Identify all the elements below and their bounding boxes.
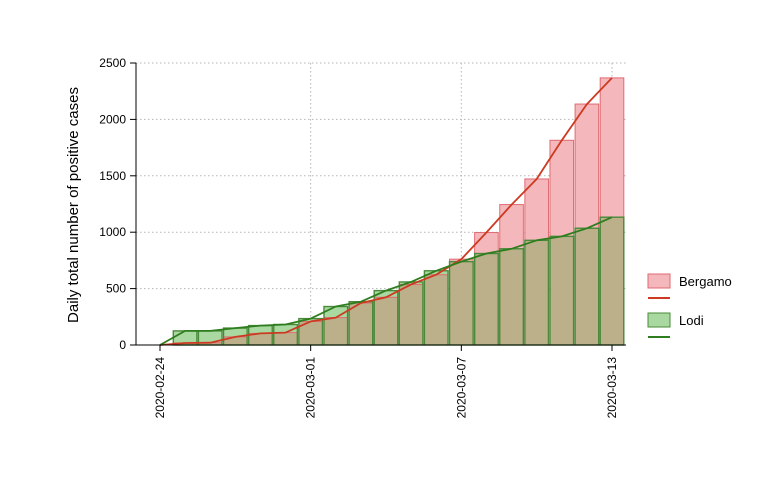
bar-lodi	[374, 290, 398, 298]
y-tick-label: 2500	[99, 56, 126, 70]
legend-swatch-bergamo	[647, 273, 671, 289]
x-tick-label: 2020-02-24	[153, 357, 167, 419]
bar-overlap	[323, 317, 348, 345]
y-axis-title: Daily total number of positive cases	[65, 87, 82, 323]
bar-overlap	[248, 333, 273, 345]
bar-bergamo	[549, 140, 574, 237]
bar-lodi	[273, 324, 298, 333]
y-tick-label: 1000	[99, 225, 126, 239]
y-tick-label: 2000	[99, 112, 126, 126]
bar-bergamo	[449, 259, 474, 262]
bar-lodi	[173, 330, 197, 343]
bar-overlap	[223, 336, 248, 345]
bar-lodi	[298, 318, 323, 322]
axes-layer: 0 500 1000 1500 2000 2500 2020-02-24 2020-03-01…	[99, 56, 626, 418]
y-tick-label: 1500	[99, 169, 126, 183]
bar-overlap	[449, 261, 474, 345]
legend-label-bergamo: Bergamo	[679, 274, 732, 289]
bar-overlap	[549, 236, 574, 345]
bar-overlap	[198, 342, 223, 345]
bar-overlap	[424, 274, 449, 345]
bar-bergamo	[474, 232, 499, 254]
bar-overlap	[173, 342, 197, 345]
bar-bergamo	[600, 77, 624, 218]
bar-overlap	[374, 297, 398, 345]
bar-overlap	[273, 332, 298, 345]
bars-layer	[172, 77, 625, 346]
y-tick-label: 0	[119, 338, 126, 352]
x-tick-label: 2020-03-13	[605, 357, 619, 419]
legend-label-lodi: Lodi	[679, 313, 704, 328]
bar-bergamo	[575, 104, 599, 229]
bar-overlap	[600, 217, 624, 345]
bar-overlap	[298, 321, 323, 345]
bar-lodi	[424, 270, 449, 275]
bar-bergamo	[524, 178, 549, 241]
bar-bergamo	[499, 204, 524, 249]
bar-lodi	[323, 306, 348, 318]
bar-overlap	[524, 240, 549, 345]
line-lodi	[159, 216, 613, 346]
bar-lodi	[399, 281, 423, 285]
y-tick-label: 500	[106, 282, 126, 296]
bar-overlap	[474, 253, 499, 345]
bar-lodi	[198, 330, 223, 343]
bar-overlap	[575, 228, 599, 345]
x-tick-label: 2020-03-07	[454, 357, 468, 419]
bar-lodi	[223, 328, 248, 337]
bar-overlap	[499, 248, 524, 345]
lines-layer	[159, 77, 613, 346]
bar-lodi	[248, 325, 273, 334]
bar-overlap	[349, 303, 373, 345]
line-bergamo	[159, 77, 613, 346]
x-tick-label: 2020-03-01	[304, 357, 318, 419]
legend: Bergamo Lodi	[647, 273, 732, 338]
bar-overlap	[399, 284, 423, 345]
legend-swatch-lodi	[647, 312, 671, 328]
